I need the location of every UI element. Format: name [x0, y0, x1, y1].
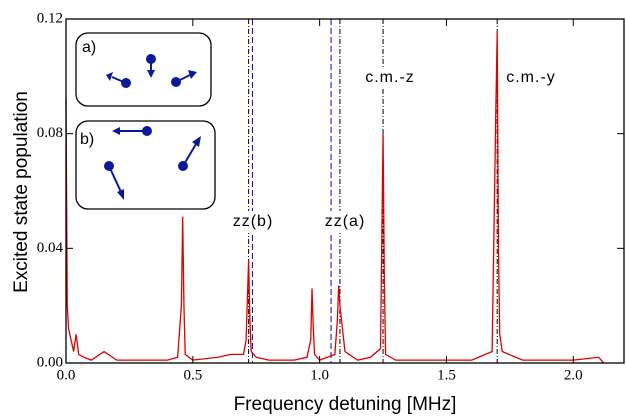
- annotation-bg: [315, 211, 375, 233]
- inset-a: [75, 32, 212, 107]
- inset-label: b): [80, 131, 94, 148]
- annotation-bg: [501, 67, 561, 89]
- annotation-bg: [223, 211, 283, 233]
- inset-b: [75, 120, 216, 210]
- y-axis-label: Excited state population: [11, 91, 32, 293]
- y-tick-label: 0.08: [37, 125, 63, 141]
- x-axis-label: Frequency detuning [MHz]: [234, 394, 457, 415]
- annotation-bg: [360, 67, 420, 89]
- y-tick-label: 0.04: [37, 240, 64, 256]
- annotation: zz(a): [325, 213, 366, 230]
- inset-label: a): [82, 39, 96, 56]
- annotation: zz(b): [233, 213, 274, 230]
- x-tick-label: 0.5: [183, 367, 202, 383]
- x-tick-label: 2.0: [564, 367, 583, 383]
- y-tick-label: 0.00: [37, 354, 63, 370]
- annotation: c.m.-z: [365, 69, 415, 86]
- y-tick-label: 0.12: [37, 10, 63, 26]
- line-series: [65, 33, 605, 364]
- plot-frame: [65, 18, 625, 364]
- x-tick-label: 1.5: [437, 367, 456, 383]
- x-tick-label: 0.0: [57, 367, 76, 383]
- annotation: c.m.-y: [506, 69, 556, 86]
- x-tick-label: 1.0: [310, 367, 329, 383]
